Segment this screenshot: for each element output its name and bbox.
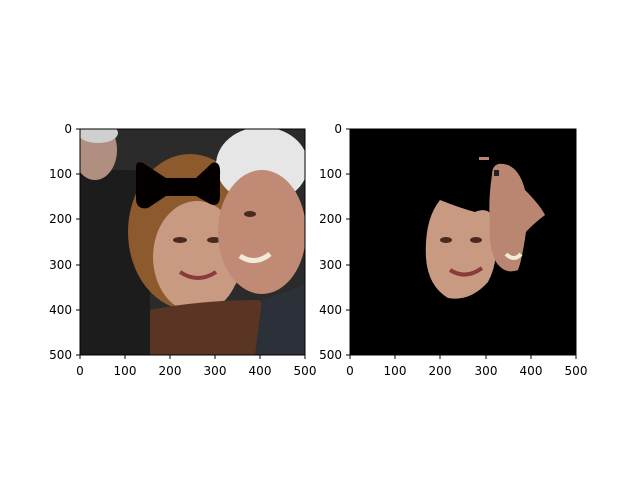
left-x-tick: 100: [114, 364, 137, 378]
right-y-axis: [346, 128, 350, 356]
left-panel: 0 100 200 300 400 500 0 100 200 300 400 …: [49, 122, 317, 378]
man-right-eye: [244, 211, 256, 217]
woman-eye-left: [173, 237, 187, 243]
right-y-tick: 200: [319, 212, 342, 226]
left-x-tick: 300: [204, 364, 227, 378]
left-y-tick: 300: [49, 258, 72, 272]
bowtie-occlusion: [135, 162, 221, 209]
left-x-axis: [79, 355, 306, 359]
right-x-tick: 200: [429, 364, 452, 378]
right-x-tick: 300: [475, 364, 498, 378]
right-x-tick: 100: [384, 364, 407, 378]
left-y-tick: 500: [49, 348, 72, 362]
man-face-segment: [489, 163, 545, 272]
man-segment-fragment: [494, 170, 499, 176]
woman-face-segment: [425, 200, 497, 299]
right-y-tick: 0: [334, 122, 342, 136]
right-frame: [349, 128, 577, 356]
man-left-hair: [80, 129, 118, 143]
right-image: [350, 129, 576, 355]
right-y-tick: 100: [319, 167, 342, 181]
right-x-tick: 500: [565, 364, 588, 378]
left-y-tick: 200: [49, 212, 72, 226]
right-panel: 0 100 200 300 400 500 0 100 200 300 400 …: [319, 122, 587, 378]
man-right-coat: [255, 285, 305, 355]
right-x-axis: [349, 355, 577, 359]
right-x-tick: 0: [346, 364, 354, 378]
left-y-tick: 100: [49, 167, 72, 181]
left-x-tick: 200: [159, 364, 182, 378]
right-y-tick: 400: [319, 303, 342, 317]
woman-eye-right: [207, 237, 221, 243]
man-right-mouth: [238, 251, 272, 263]
man-segment-fragment: [479, 157, 489, 160]
right-x-tick: 400: [520, 364, 543, 378]
woman-segment-eye-right: [470, 237, 482, 243]
woman-segment-eye-left: [440, 237, 452, 243]
right-y-tick: 300: [319, 258, 342, 272]
woman-scarf: [150, 300, 290, 355]
left-y-tick: 0: [64, 122, 72, 136]
right-y-tick: 500: [319, 348, 342, 362]
man-segment-mouth: [504, 252, 523, 260]
woman-mouth: [178, 270, 218, 280]
left-y-axis: [76, 128, 80, 356]
left-frame: [79, 128, 306, 356]
man-right-face: [218, 170, 305, 294]
left-x-tick: 0: [76, 364, 84, 378]
left-image: [80, 129, 305, 355]
woman-segment-mouth: [448, 266, 484, 277]
left-x-tick: 500: [294, 364, 317, 378]
left-y-tick: 400: [49, 303, 72, 317]
left-x-tick: 400: [249, 364, 272, 378]
